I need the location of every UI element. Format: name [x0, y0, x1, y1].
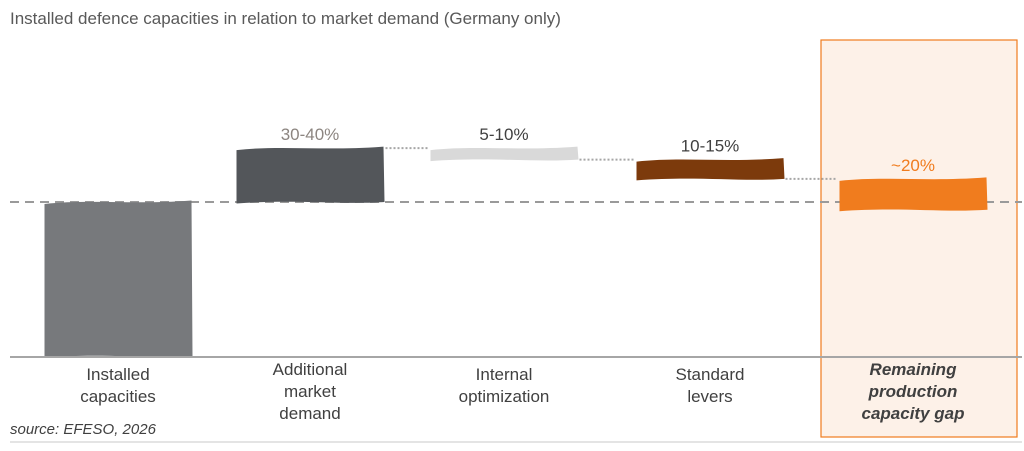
- category-label: Internal optimization: [459, 365, 550, 406]
- category-label: Installed capacities: [80, 365, 156, 406]
- bar-installed-capacities: [44, 200, 193, 358]
- value-label: ~20%: [891, 156, 935, 175]
- category-label: Remaining production capacity gap: [862, 360, 965, 423]
- chart-title: Installed defence capacities in relation…: [10, 9, 561, 28]
- source-note: source: EFESO, 2026: [10, 421, 156, 438]
- bar-internal-optimization: [430, 146, 579, 162]
- highlight-box: [820, 39, 1018, 438]
- bar-remaining-production-capacity-gap: [839, 177, 988, 212]
- value-label: 30-40%: [281, 125, 340, 144]
- bar-standard-levers: [636, 158, 785, 181]
- value-label: 5-10%: [479, 125, 528, 144]
- category-label: Standard levers: [676, 365, 745, 406]
- value-label: 10-15%: [681, 137, 740, 156]
- category-label: Additional market demand: [273, 360, 348, 423]
- bar-additional-market-demand: [236, 146, 385, 204]
